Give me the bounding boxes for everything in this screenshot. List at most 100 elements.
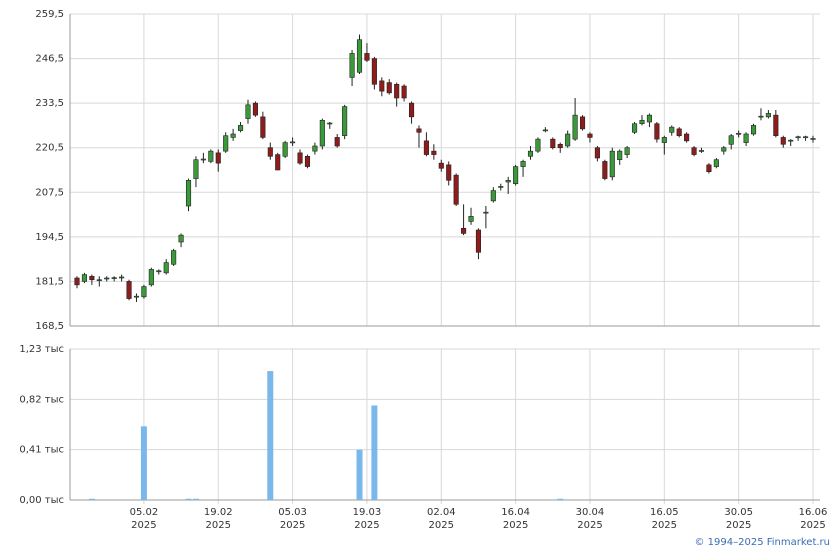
candle-body bbox=[356, 39, 363, 73]
candle-body bbox=[654, 123, 660, 140]
y-tick-label: 194,5 bbox=[35, 232, 64, 243]
candle-body bbox=[721, 147, 727, 152]
x-tick-label: 30.04 bbox=[576, 507, 605, 518]
candle-body bbox=[490, 190, 496, 202]
x-tick-label: 19.03 bbox=[353, 507, 382, 518]
candle-body bbox=[743, 133, 749, 143]
candle-body bbox=[290, 141, 296, 144]
candle-body bbox=[282, 142, 288, 157]
x-tick-label: 2025 bbox=[503, 520, 528, 531]
x-tick-label: 30.05 bbox=[724, 507, 753, 518]
candle-body bbox=[780, 137, 786, 145]
candle-body bbox=[200, 158, 206, 161]
y-tick-label: 181,5 bbox=[35, 276, 64, 287]
y-tick-label: 259,5 bbox=[35, 9, 64, 20]
y-tick-label: 233,5 bbox=[35, 98, 64, 109]
volume-tick-label: 1,23 тыс bbox=[19, 344, 64, 355]
x-tick-label: 2025 bbox=[280, 520, 305, 531]
y-tick-label: 220,5 bbox=[35, 143, 64, 154]
candle-body bbox=[349, 53, 355, 78]
candle-body bbox=[661, 137, 667, 143]
candle-body bbox=[96, 279, 102, 282]
x-tick-label: 2025 bbox=[131, 520, 156, 531]
candle-body bbox=[639, 119, 645, 125]
volume-bar bbox=[356, 449, 363, 500]
candle-body bbox=[706, 164, 712, 173]
candle-body bbox=[371, 58, 377, 85]
candle-body bbox=[379, 80, 385, 92]
candle-body bbox=[275, 154, 281, 171]
candle-body bbox=[758, 115, 764, 118]
candle-body bbox=[736, 133, 742, 135]
candle-body bbox=[81, 274, 87, 282]
candle-body bbox=[327, 122, 333, 125]
candle-body bbox=[483, 211, 489, 214]
candle-body bbox=[416, 128, 422, 133]
x-tick-label: 2025 bbox=[577, 520, 602, 531]
candle-body bbox=[89, 275, 95, 281]
candle-body bbox=[401, 85, 407, 99]
candle-body bbox=[208, 150, 214, 162]
x-tick-label: 16.05 bbox=[650, 507, 679, 518]
volume-bar bbox=[185, 498, 192, 500]
candle-body bbox=[223, 135, 229, 152]
candle-body bbox=[803, 136, 809, 139]
candle-body bbox=[364, 53, 370, 61]
candle-body bbox=[312, 145, 318, 152]
candle-body bbox=[304, 155, 311, 167]
candle-body bbox=[572, 114, 578, 140]
footer[interactable]: © 1994–2025 Finmarket.ru bbox=[694, 537, 830, 548]
candle-body bbox=[728, 135, 734, 145]
candle-body bbox=[602, 161, 608, 179]
candle-body bbox=[260, 116, 266, 138]
candle-body bbox=[104, 277, 110, 280]
candle-body bbox=[408, 102, 415, 118]
candle-body bbox=[163, 262, 169, 274]
candle-body bbox=[646, 114, 652, 123]
candle-body bbox=[74, 277, 80, 286]
candle-body bbox=[133, 295, 140, 298]
candle-body bbox=[498, 186, 504, 188]
candle-body bbox=[119, 276, 125, 279]
candle-body bbox=[453, 174, 459, 205]
candle-body bbox=[334, 137, 340, 147]
candle-body bbox=[684, 133, 690, 142]
volume-tick-label: 0,82 тыс bbox=[19, 394, 64, 405]
x-tick-label: 02.04 bbox=[427, 507, 456, 518]
candle-body bbox=[446, 164, 452, 181]
candle-body bbox=[587, 133, 593, 138]
candle-body bbox=[527, 150, 534, 157]
candle-body bbox=[713, 159, 719, 167]
candle-body bbox=[342, 106, 348, 137]
volume-bar bbox=[140, 426, 147, 500]
candle-body bbox=[252, 102, 258, 116]
candle-body bbox=[156, 270, 162, 273]
candle-body bbox=[193, 159, 199, 179]
candle-body bbox=[171, 250, 177, 265]
candle-body bbox=[505, 179, 511, 183]
x-tick-label: 2025 bbox=[206, 520, 231, 531]
candle-body bbox=[475, 229, 482, 253]
candle-body bbox=[245, 104, 251, 119]
candle-body bbox=[148, 269, 154, 286]
candle-body bbox=[178, 234, 184, 243]
candle-body bbox=[669, 126, 675, 133]
candle-body bbox=[617, 150, 623, 161]
candle-body bbox=[394, 83, 400, 99]
candle-body bbox=[750, 125, 757, 135]
x-tick-label: 2025 bbox=[652, 520, 677, 531]
volume-bar bbox=[192, 498, 199, 500]
candle-body bbox=[624, 147, 630, 155]
candle-body bbox=[788, 139, 794, 142]
candle-body bbox=[386, 82, 392, 94]
candle-body bbox=[765, 113, 771, 118]
x-tick-label: 2025 bbox=[429, 520, 454, 531]
volume-bar bbox=[267, 371, 274, 500]
candle-body bbox=[461, 227, 467, 234]
candle-body bbox=[676, 128, 682, 137]
x-tick-label: 2025 bbox=[800, 520, 825, 531]
candle-body bbox=[542, 129, 548, 132]
candle-body bbox=[557, 143, 563, 149]
candle-body bbox=[215, 152, 221, 164]
candle-body bbox=[520, 161, 526, 167]
